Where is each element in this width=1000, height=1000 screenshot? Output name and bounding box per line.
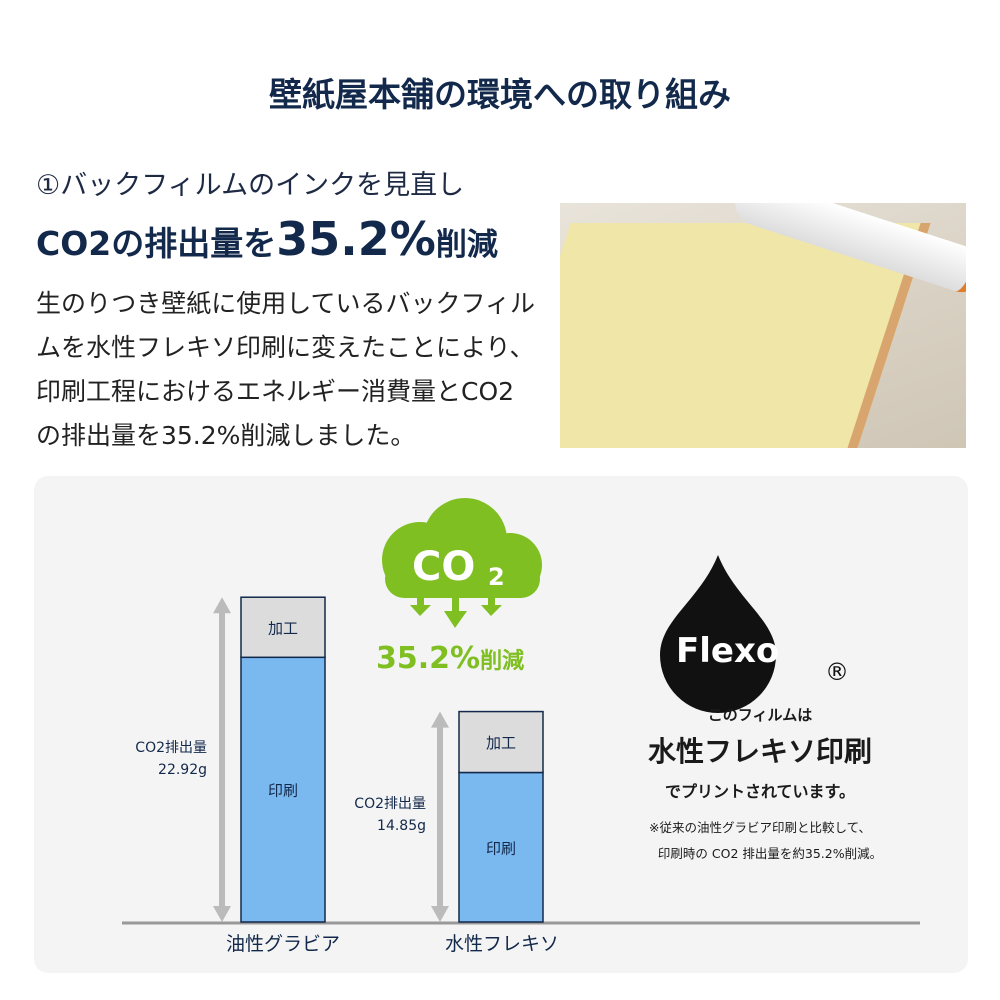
total-label: CO2排出量	[135, 740, 207, 756]
flexo-line2: 水性フレキソ印刷	[647, 735, 872, 768]
headline-value: 35.2%	[276, 212, 436, 266]
cloud-text: CO	[412, 544, 475, 590]
flexo-line3: でプリントされています。	[665, 782, 855, 801]
flexo-note2: 印刷時の CO2 排出量を約35.2%削減。	[657, 846, 883, 861]
svg-text:Flexo: Flexo	[676, 631, 779, 671]
segment-label: 加工	[486, 734, 516, 752]
page-title: 壁紙屋本舗の環境への取り組み	[269, 75, 731, 114]
headline-suffix: 削減	[435, 227, 498, 263]
total-label: 14.85g	[377, 818, 426, 834]
arrow-head	[213, 906, 231, 922]
segment-label: 印刷	[486, 839, 516, 857]
bar-segment	[458, 771, 544, 923]
flexo-drop-logo: Flexo ®	[660, 555, 849, 713]
reduction-value: 35.2%削減	[376, 641, 524, 676]
bar-segment	[458, 710, 544, 774]
bar-segment	[240, 596, 326, 659]
co2-cloud-icon	[382, 498, 542, 628]
headline-prefix: CO2の排出量を	[36, 224, 277, 263]
category-label: 油性グラビア	[226, 933, 340, 955]
flexo-note1: ※従来の油性グラビア印刷と比較して、	[649, 820, 871, 835]
segment-label: 加工	[268, 619, 298, 637]
section-subtitle: ①バックフィルムのインクを見直し	[36, 170, 465, 201]
total-label: CO2排出量	[354, 796, 426, 812]
cloud-subscript: 2	[488, 563, 505, 591]
product-photo	[560, 203, 966, 448]
flexo-line1: このフィルムは	[707, 706, 813, 724]
section-headline: CO2の排出量を35.2%削減	[36, 212, 498, 266]
segment-label: 印刷	[268, 782, 298, 800]
arrow-head	[431, 906, 449, 922]
arrow-head	[431, 711, 449, 728]
total-label: 22.92g	[158, 762, 207, 778]
arrow-head	[213, 597, 231, 614]
category-label: 水性フレキソ	[445, 933, 559, 955]
section-description: 生のりつき壁紙に使用しているバックフィルムを水性フレキソ印刷に変えたことにより、…	[36, 289, 536, 450]
registered-mark: ®	[825, 658, 849, 686]
